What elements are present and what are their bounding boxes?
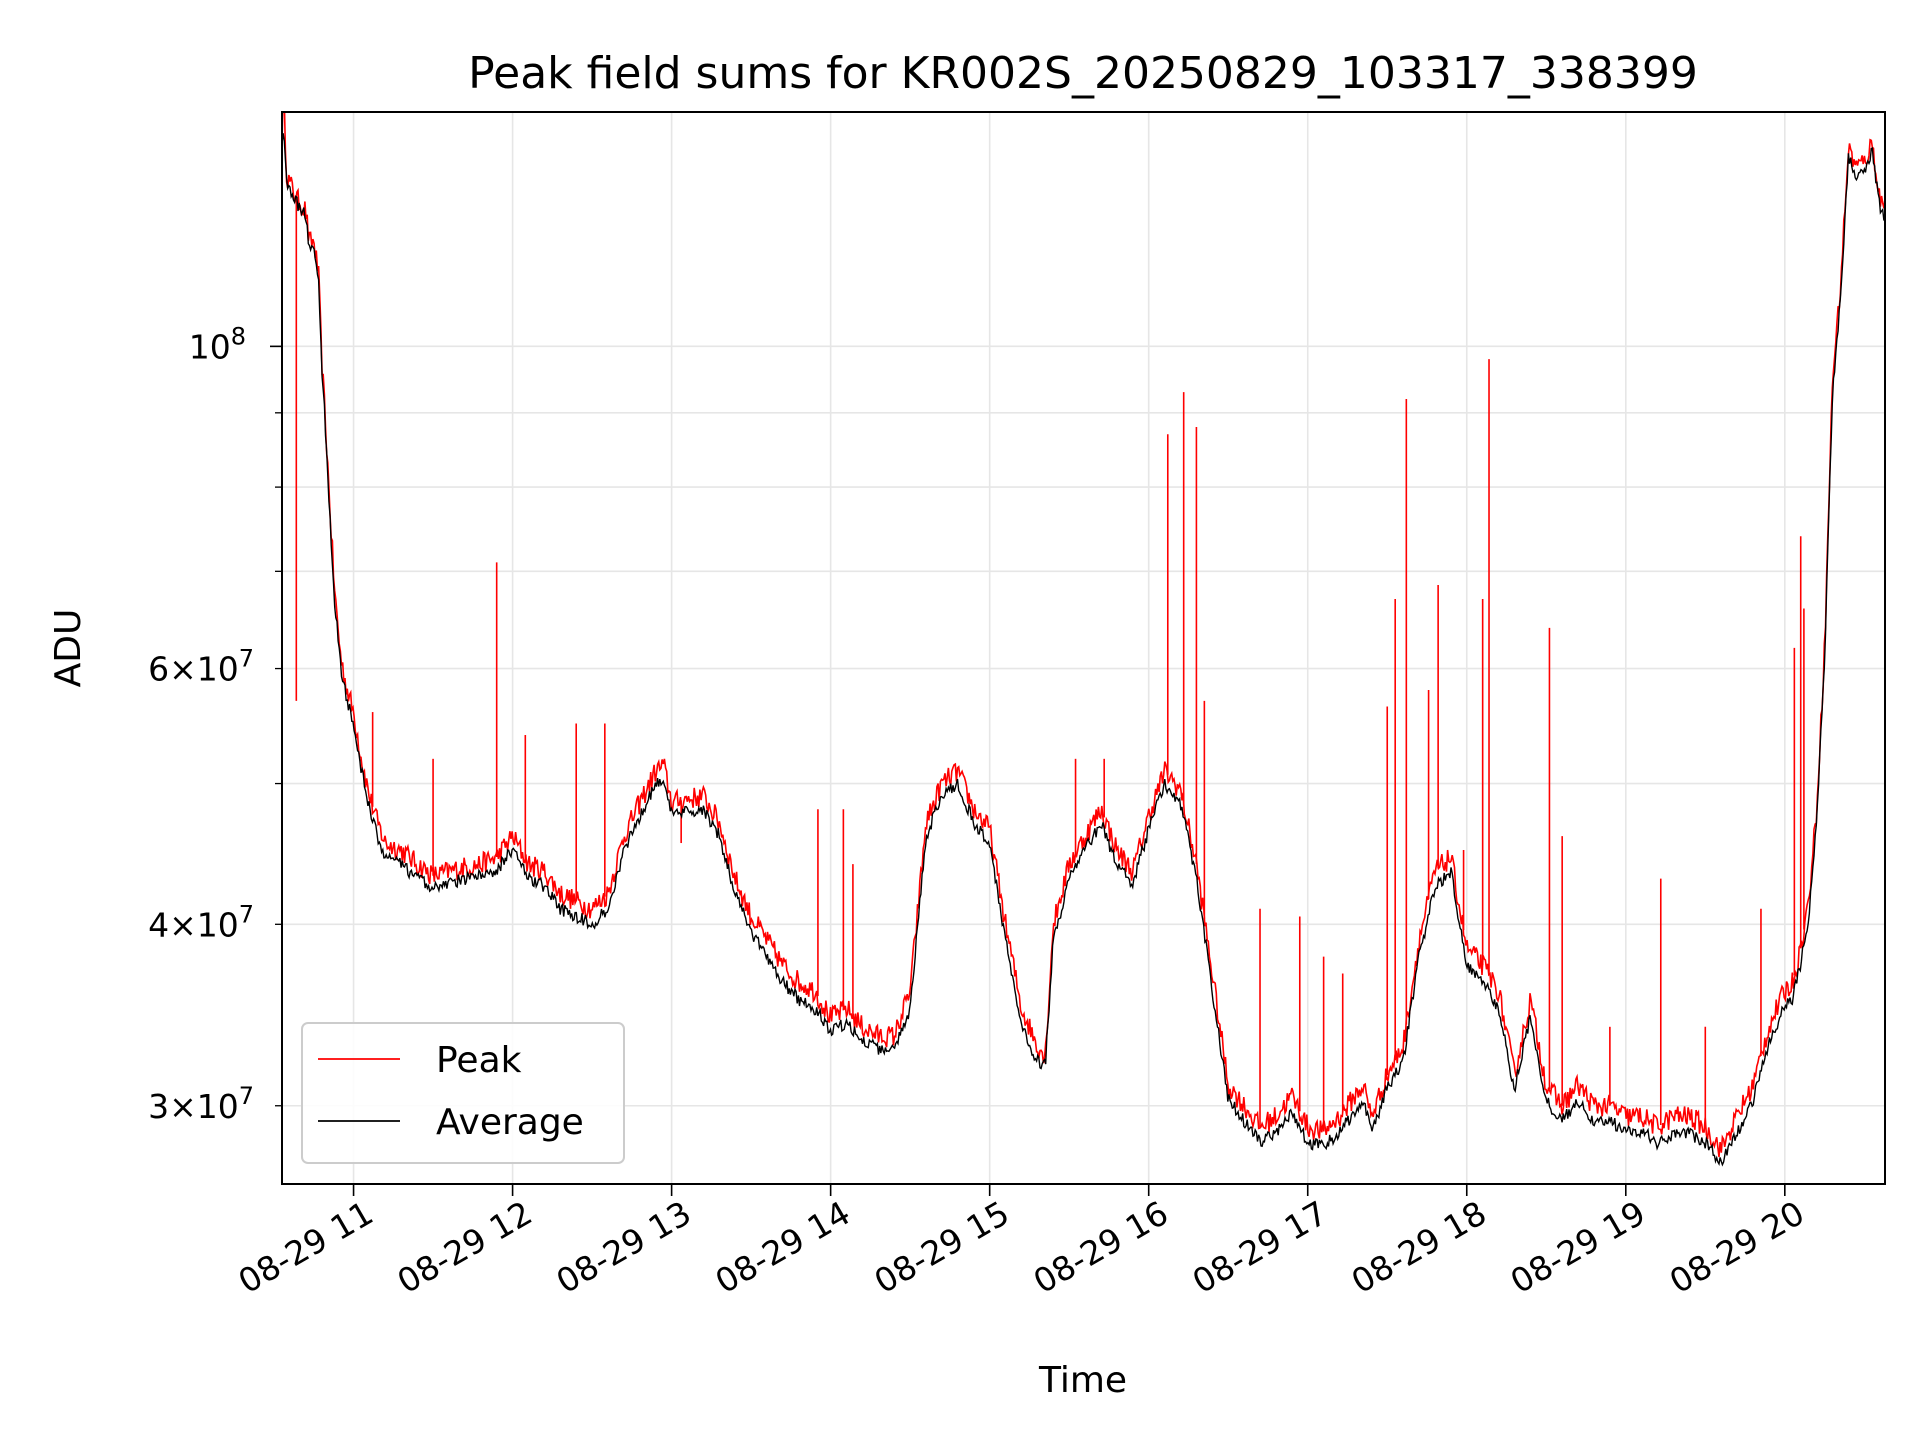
legend-label-peak: Peak (436, 1040, 522, 1081)
y-tick-marks (270, 345, 282, 1107)
grid (282, 112, 1885, 1184)
y-tick-label: 108 (189, 322, 246, 366)
legend-label-average: Average (436, 1102, 584, 1143)
plot-frame (281, 111, 1886, 1185)
series-line-average (282, 133, 1885, 1167)
x-tick-marks (352, 1184, 1786, 1196)
chart-title: Peak field sums for KR002S_20250829_1033… (468, 48, 1698, 99)
y-tick-label: 4×107 (148, 900, 254, 944)
x-axis-label: Time (1038, 1360, 1127, 1401)
y-tick-label: 6×107 (148, 645, 254, 689)
y-tick-label: 3×107 (148, 1082, 254, 1126)
series-spikes-peak (295, 197, 1805, 1132)
legend: Peak Average (301, 1022, 625, 1164)
y-tick-labels: 108 3×107 4×107 6×107 (148, 322, 254, 1125)
y-axis-label: ADU (48, 609, 89, 688)
legend-box (301, 1022, 625, 1164)
series-line-peak (282, 112, 1885, 1158)
